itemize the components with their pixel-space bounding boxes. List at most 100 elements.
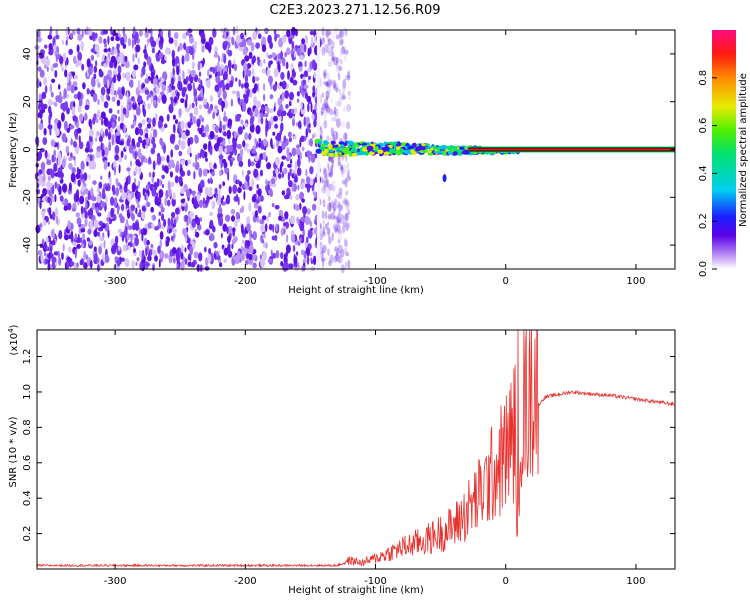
noise-blob (326, 226, 331, 236)
noise-blob (217, 61, 220, 68)
noise-blob (188, 261, 192, 267)
noise-blob (86, 26, 89, 36)
noise-blob (180, 198, 185, 204)
noise-blob (233, 130, 237, 139)
signal-blob (396, 143, 401, 147)
noise-blob (253, 168, 259, 178)
noise-blob (137, 95, 143, 103)
figure-title: C2E3.2023.271.12.56.R09 (269, 3, 440, 18)
noise-blob (193, 88, 197, 99)
noise-blob (53, 251, 59, 256)
noise-blob (131, 38, 134, 49)
noise-blob (330, 201, 335, 208)
noise-blob (58, 185, 62, 195)
noise-blob (133, 98, 136, 105)
noise-blob (126, 91, 129, 102)
noise-blob (309, 30, 314, 36)
noise-blob (168, 37, 174, 44)
noise-blob (280, 252, 284, 259)
noise-blob (323, 167, 327, 175)
signal-blob (436, 146, 442, 151)
noise-blob (290, 108, 295, 114)
noise-blob (283, 222, 287, 227)
signal-blob (338, 141, 345, 145)
noise-blob (212, 112, 216, 120)
signal-blob (315, 148, 322, 154)
noise-blob (187, 68, 191, 75)
noise-blob (90, 122, 93, 130)
noise-blob (223, 54, 227, 64)
noise-blob (155, 85, 160, 94)
noise-blob (324, 210, 328, 220)
noise-blob (135, 185, 139, 191)
snr-y-tick-label: 0.6 (22, 455, 33, 471)
snr-y-tick-label: 0.2 (22, 526, 33, 542)
noise-blob (104, 253, 109, 264)
noise-blob (260, 258, 266, 268)
noise-blob (299, 202, 302, 210)
noise-blob (308, 75, 311, 80)
noise-blob (142, 83, 146, 89)
noise-blob (51, 256, 57, 264)
noise-blob (99, 235, 104, 242)
noise-blob (171, 49, 175, 60)
noise-blob (336, 118, 341, 128)
noise-blob (334, 254, 339, 260)
noise-blob (322, 183, 327, 192)
noise-blob (265, 123, 269, 132)
noise-blob (154, 255, 158, 262)
noise-blob (67, 202, 72, 211)
noise-blob (325, 223, 328, 231)
noise-blob (321, 210, 325, 220)
noise-blob (138, 227, 141, 236)
noise-blob (308, 129, 311, 134)
noise-blob (187, 83, 193, 92)
noise-blob (110, 196, 115, 206)
noise-blob (328, 183, 333, 191)
noise-blob (300, 249, 305, 256)
noise-blob (227, 235, 231, 244)
noise-blob (339, 29, 343, 38)
noise-blob (228, 67, 232, 75)
noise-blob (107, 35, 110, 45)
noise-blob (106, 85, 111, 95)
noise-blob (160, 155, 165, 161)
noise-blob (126, 138, 131, 147)
noise-blob (166, 114, 170, 122)
noise-blob (323, 72, 327, 80)
noise-blob (283, 135, 287, 143)
noise-blob (254, 155, 259, 162)
noise-blob (277, 60, 280, 71)
noise-blob (192, 162, 196, 168)
noise-blob (134, 127, 140, 136)
noise-blob (115, 131, 121, 136)
noise-blob (268, 108, 274, 113)
noise-blob (101, 192, 106, 200)
noise-blob (115, 187, 119, 197)
noise-blob (254, 76, 260, 82)
noise-blob (279, 81, 283, 87)
noise-blob (176, 91, 180, 97)
noise-blob (266, 52, 269, 59)
noise-blob (174, 144, 180, 151)
noise-blob (323, 186, 327, 194)
noise-blob (326, 135, 330, 142)
noise-blob (335, 56, 340, 63)
noise-blob (228, 138, 231, 145)
noise-blob (150, 41, 156, 47)
noise-blob (231, 243, 234, 250)
noise-blob (185, 129, 190, 136)
noise-blob (328, 260, 332, 267)
noise-blob (288, 137, 292, 143)
noise-blob (275, 156, 280, 166)
noise-blob (142, 119, 146, 125)
noise-blob (74, 159, 77, 167)
noise-blob (167, 224, 170, 234)
noise-blob (219, 120, 222, 130)
noise-blob (209, 130, 215, 140)
noise-blob (257, 188, 262, 197)
noise-blob (104, 43, 108, 48)
noise-blob (301, 182, 305, 190)
noise-blob (260, 223, 266, 233)
noise-blob (96, 206, 99, 214)
